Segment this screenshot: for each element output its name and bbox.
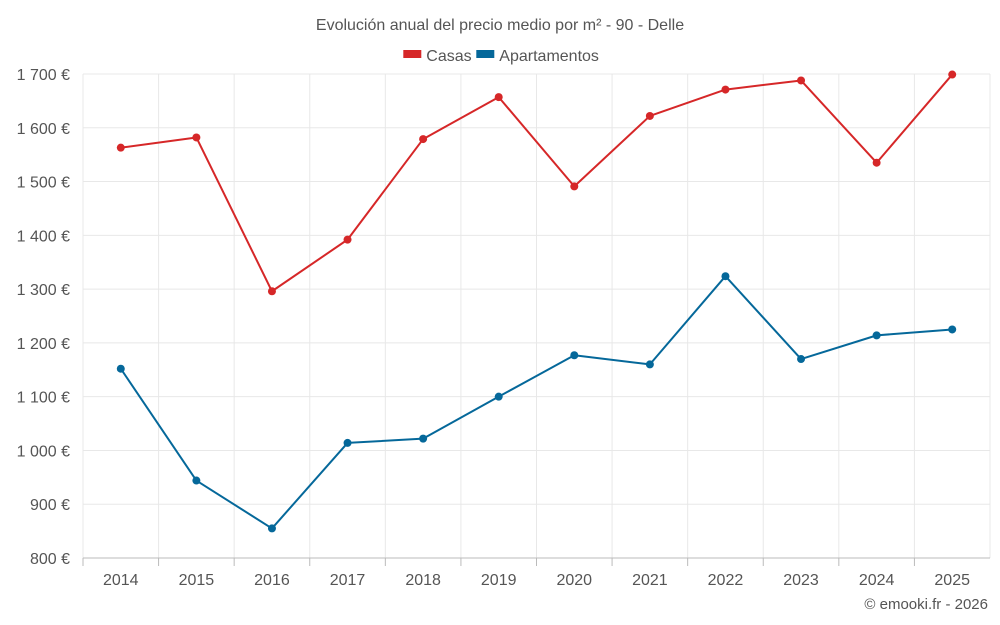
data-point-casas[interactable] bbox=[645, 111, 654, 120]
series-line-apartamentos bbox=[119, 275, 953, 530]
data-point-apartamentos[interactable] bbox=[267, 524, 276, 533]
data-point-apartamentos[interactable] bbox=[645, 360, 654, 369]
data-point-apartamentos[interactable] bbox=[116, 364, 125, 373]
x-tick-label: 2023 bbox=[783, 572, 819, 589]
x-tick-label: 2020 bbox=[556, 572, 592, 589]
legend-label-casas[interactable]: Casas bbox=[426, 48, 471, 65]
series-apartamentos bbox=[116, 272, 957, 533]
legend-swatch-casas bbox=[403, 50, 422, 58]
chart-title: Evolución anual del precio medio por m² … bbox=[316, 17, 684, 34]
data-point-apartamentos[interactable] bbox=[797, 355, 806, 364]
data-point-casas[interactable] bbox=[494, 93, 503, 102]
x-tick-label: 2019 bbox=[481, 572, 517, 589]
series-casas bbox=[116, 70, 957, 296]
data-point-casas[interactable] bbox=[721, 85, 730, 94]
x-tick-label: 2015 bbox=[179, 572, 215, 589]
data-point-apartamentos[interactable] bbox=[343, 438, 352, 447]
data-point-casas[interactable] bbox=[570, 182, 579, 191]
y-tick-label: 1 400 € bbox=[17, 228, 70, 245]
data-point-casas[interactable] bbox=[419, 135, 428, 144]
data-point-casas[interactable] bbox=[872, 158, 881, 167]
legend-swatch-apartamentos bbox=[476, 50, 495, 58]
data-point-apartamentos[interactable] bbox=[494, 392, 503, 401]
y-tick-label: 1 600 € bbox=[17, 121, 70, 138]
y-tick-label: 1 100 € bbox=[17, 390, 70, 407]
y-tick-label: 1 700 € bbox=[17, 67, 70, 84]
y-axis: 800 € 900 € 1 000 € 1 100 € 1 200 € 1 300 € 1 … bbox=[17, 67, 70, 568]
x-tick-label: 2022 bbox=[708, 572, 744, 589]
legend-label-apartamentos[interactable]: Apartamentos bbox=[499, 48, 599, 65]
grid bbox=[82, 73, 991, 559]
x-tick-label: 2025 bbox=[934, 572, 970, 589]
data-point-casas[interactable] bbox=[116, 143, 125, 152]
x-axis: 2014 2015 2016 2017 2018 2019 2020 2021 2022 2023… bbox=[82, 558, 970, 589]
data-point-casas[interactable] bbox=[267, 287, 276, 296]
data-point-casas[interactable] bbox=[343, 235, 352, 244]
credit-text: © emooki.fr - 2026 bbox=[864, 596, 988, 613]
x-tick-label: 2016 bbox=[254, 572, 290, 589]
y-tick-label: 1 300 € bbox=[17, 282, 70, 299]
data-point-apartamentos[interactable] bbox=[419, 434, 428, 443]
y-tick-label: 900 € bbox=[30, 497, 70, 514]
y-tick-label: 1 000 € bbox=[17, 443, 70, 460]
y-tick-label: 800 € bbox=[30, 551, 70, 568]
y-tick-label: 1 200 € bbox=[17, 336, 70, 353]
x-tick-label: 2021 bbox=[632, 572, 668, 589]
data-point-casas[interactable] bbox=[948, 70, 957, 79]
data-point-apartamentos[interactable] bbox=[192, 476, 201, 485]
series-group bbox=[116, 70, 957, 533]
x-tick-label: 2014 bbox=[103, 572, 139, 589]
data-point-casas[interactable] bbox=[797, 76, 806, 85]
data-point-apartamentos[interactable] bbox=[570, 351, 579, 360]
series-line-casas bbox=[120, 73, 953, 293]
x-tick-label: 2018 bbox=[405, 572, 441, 589]
data-point-apartamentos[interactable] bbox=[721, 272, 730, 281]
x-tick-label: 2024 bbox=[859, 572, 895, 589]
data-point-apartamentos[interactable] bbox=[872, 331, 881, 340]
data-point-casas[interactable] bbox=[192, 133, 201, 142]
data-point-apartamentos[interactable] bbox=[948, 325, 957, 334]
x-tick-label: 2017 bbox=[330, 572, 366, 589]
y-tick-label: 1 500 € bbox=[17, 175, 70, 192]
legend: Casas Apartamentos bbox=[403, 48, 599, 65]
